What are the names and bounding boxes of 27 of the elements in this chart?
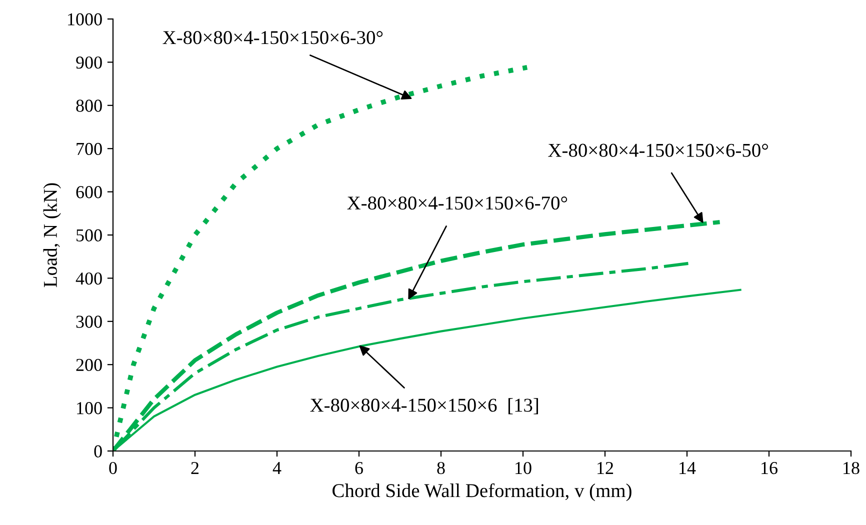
y-tick-label: 200 [76, 358, 102, 372]
y-tick-label: 400 [76, 272, 102, 285]
x-axis-title: Chord Side Wall Deformation, v (mm) [332, 483, 632, 502]
x-tick-label: 16 [762, 462, 778, 474]
y-tick-label: 900 [76, 56, 102, 69]
x-tick-label: 2 [191, 462, 199, 474]
annotation: X-80×80×4-150×150×6 [13] [310, 398, 538, 414]
y-tick-label: 0 [94, 445, 102, 458]
x-tick-label: 0 [109, 462, 117, 474]
annotation: X-80×80×4-150×150×6-30° [162, 31, 383, 44]
y-tick-label: 300 [76, 316, 102, 328]
x-tick-label: 10 [516, 462, 532, 474]
y-tick-label: 500 [76, 229, 102, 242]
x-tick-label: 4 [272, 462, 282, 474]
y-tick-label: 700 [76, 142, 102, 156]
annotation: X-80×80×4-150×150×6-50° [548, 144, 768, 157]
x-tick-label: 6 [355, 462, 363, 474]
x-tick-label: 12 [598, 462, 614, 474]
y-tick-label: 100 [77, 402, 102, 414]
annotation: X-80×80×4-150×150×6-70° [347, 196, 568, 210]
x-tick-label: 8 [437, 462, 445, 474]
x-tick-label: 14 [680, 462, 696, 474]
x-tick-label: 18 [844, 462, 860, 474]
y-tick-label: 1000 [68, 13, 102, 26]
y-tick-label: 600 [76, 186, 102, 198]
y-axis-title: Load, N (kN) [43, 183, 61, 288]
y-tick-label: 800 [76, 100, 102, 112]
